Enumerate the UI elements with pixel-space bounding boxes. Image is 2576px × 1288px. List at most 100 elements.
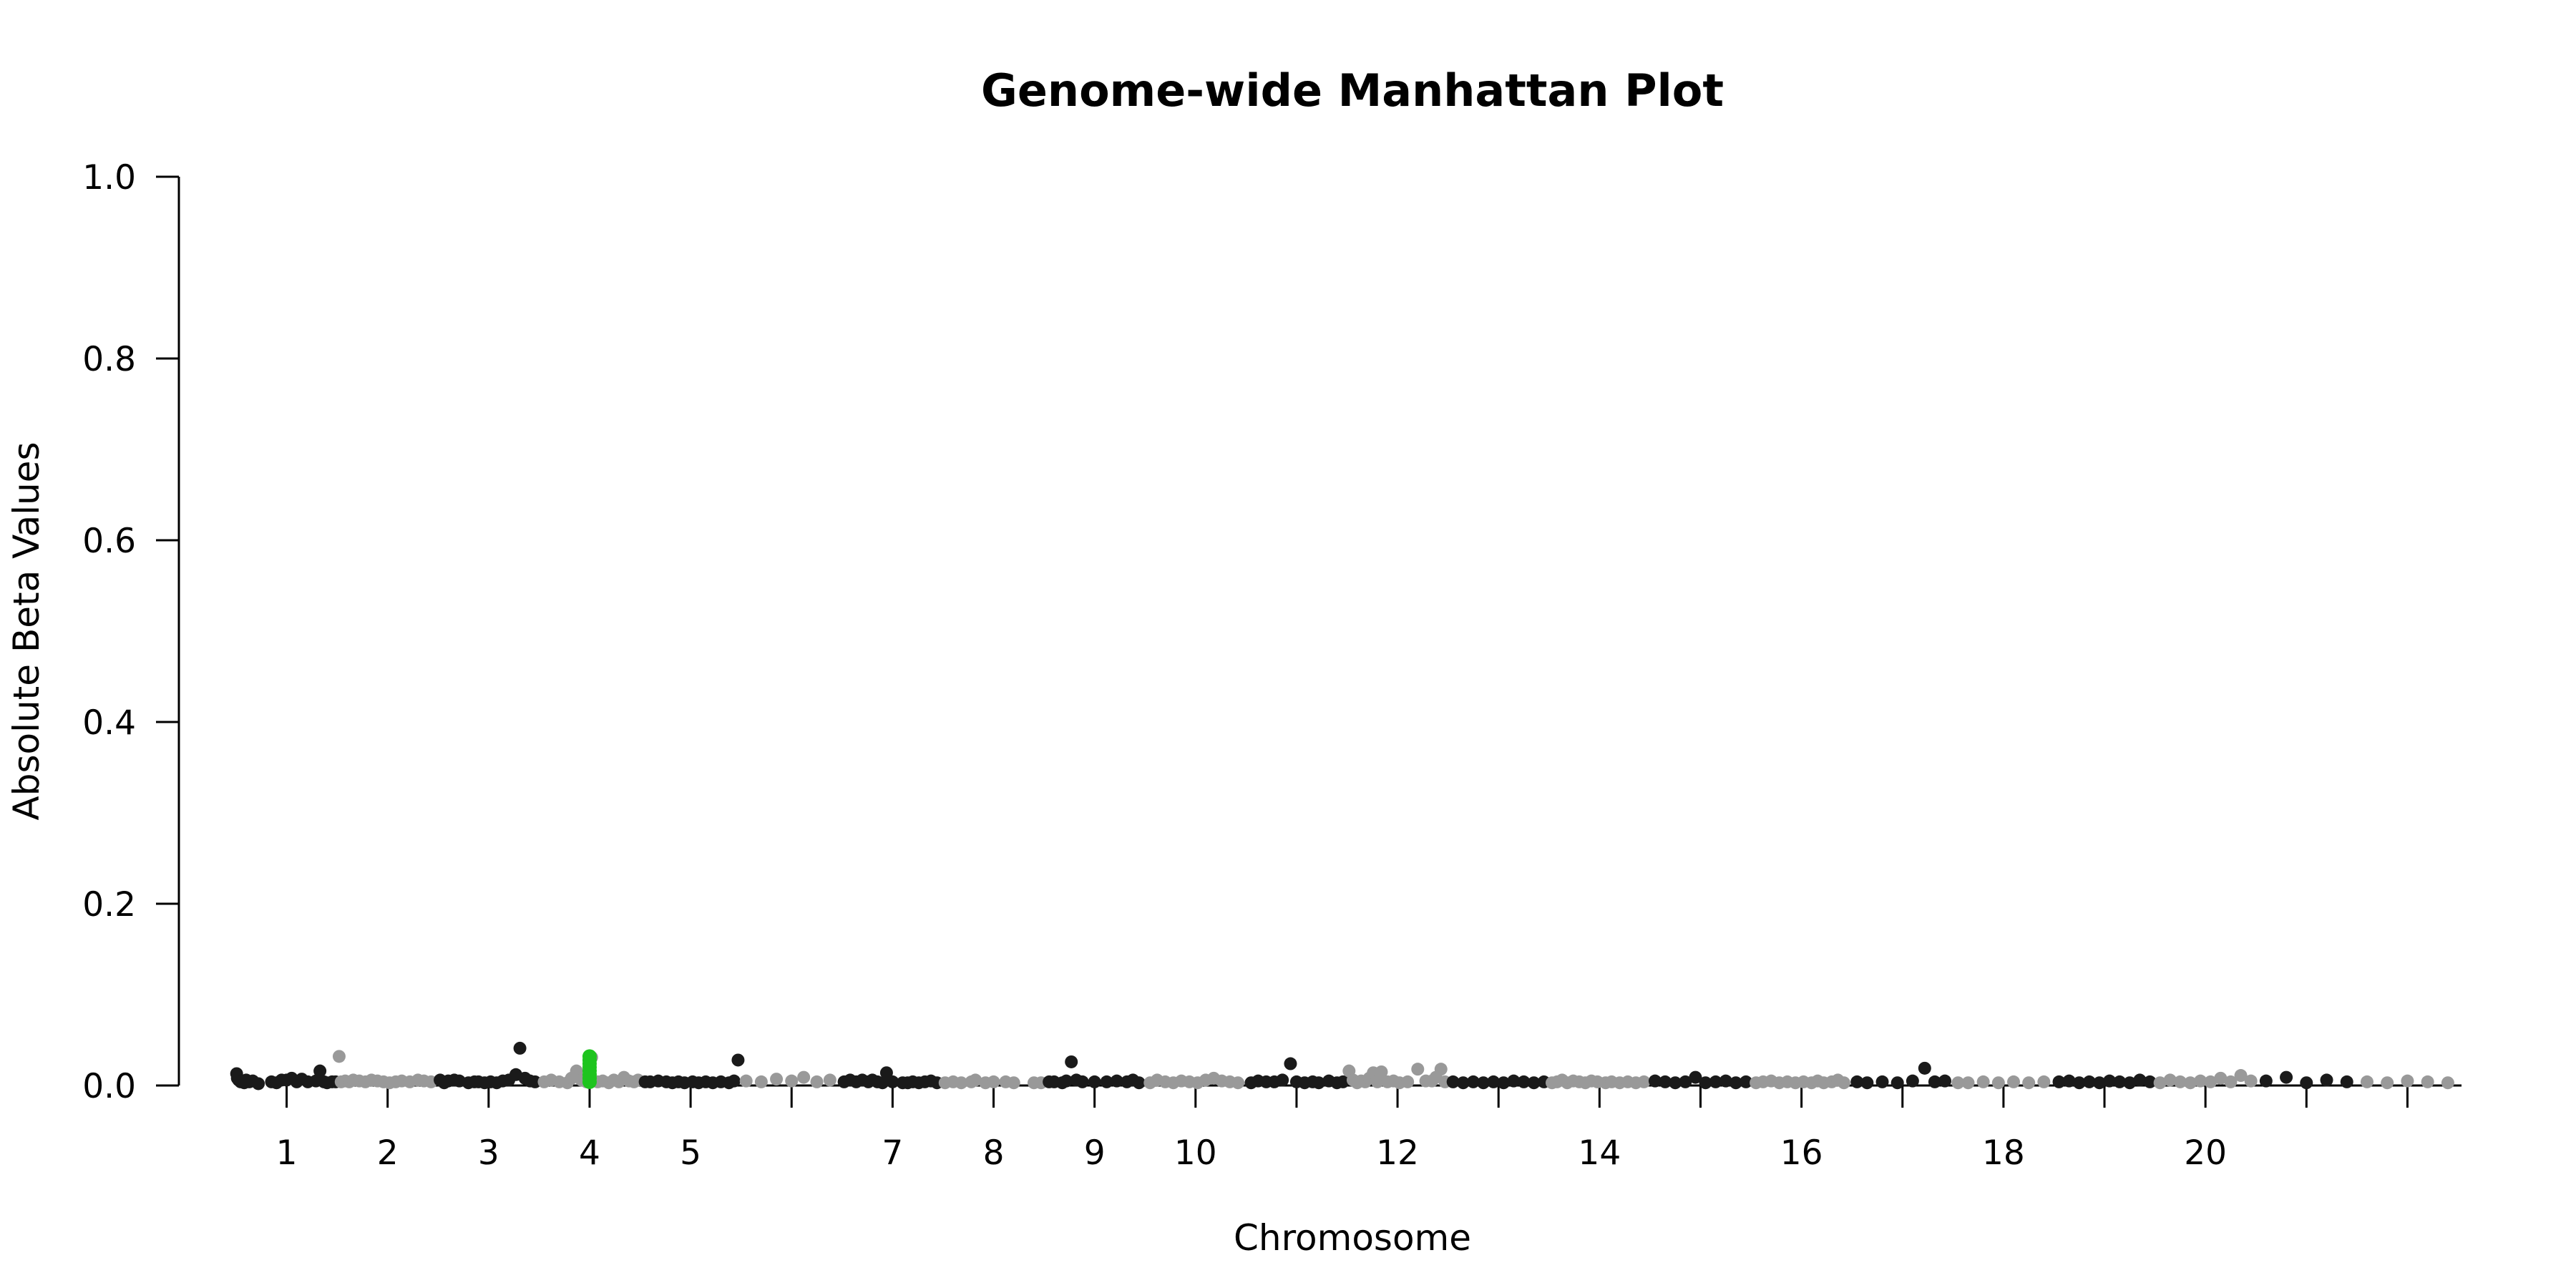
data-point bbox=[785, 1074, 799, 1088]
data-point bbox=[2300, 1076, 2313, 1090]
data-point bbox=[987, 1075, 1000, 1088]
x-tick-label: 20 bbox=[2184, 1133, 2227, 1173]
data-point bbox=[1890, 1076, 1904, 1090]
data-point bbox=[332, 1050, 346, 1063]
data-point bbox=[2123, 1076, 2137, 1090]
data-point bbox=[1375, 1065, 1388, 1078]
data-point bbox=[2401, 1074, 2414, 1088]
data-point bbox=[1276, 1073, 1289, 1087]
data-point bbox=[879, 1066, 893, 1080]
data-point bbox=[1659, 1075, 1672, 1088]
data-point bbox=[1466, 1075, 1480, 1088]
data-point bbox=[2320, 1073, 2333, 1087]
data-point bbox=[1918, 1061, 1931, 1075]
data-point bbox=[1434, 1063, 1448, 1076]
data-point bbox=[2214, 1071, 2228, 1085]
data-point bbox=[754, 1075, 768, 1088]
data-point bbox=[1100, 1075, 1113, 1088]
data-point bbox=[1336, 1075, 1350, 1088]
x-tick-label: 4 bbox=[579, 1133, 600, 1173]
data-point bbox=[1487, 1075, 1501, 1088]
data-point bbox=[770, 1073, 784, 1086]
x-tick-label: 16 bbox=[1780, 1133, 1823, 1173]
data-point bbox=[886, 1075, 899, 1088]
data-point bbox=[1938, 1074, 1952, 1088]
data-point bbox=[2022, 1076, 2036, 1090]
data-point bbox=[1284, 1057, 1297, 1070]
data-point bbox=[1007, 1076, 1020, 1090]
x-tick-label: 10 bbox=[1174, 1133, 1217, 1173]
data-point bbox=[1527, 1076, 1541, 1090]
data-point bbox=[1446, 1075, 1460, 1088]
data-point bbox=[2092, 1076, 2106, 1090]
x-tick-label: 14 bbox=[1578, 1133, 1621, 1173]
y-tick-label: 0.6 bbox=[82, 522, 136, 561]
data-point bbox=[1312, 1076, 1325, 1090]
data-point bbox=[2037, 1075, 2051, 1088]
data-point bbox=[2052, 1075, 2066, 1088]
data-point bbox=[1729, 1076, 1742, 1090]
data-point bbox=[1411, 1063, 1425, 1076]
x-axis-ticks: 1 2 3 4 5 7 8 9 10 12 14 16 18 20 bbox=[276, 1085, 2409, 1173]
data-point bbox=[797, 1070, 811, 1084]
data-point bbox=[876, 1076, 889, 1090]
data-point bbox=[313, 1064, 327, 1078]
data-point bbox=[2441, 1076, 2454, 1090]
data-point bbox=[2113, 1075, 2127, 1088]
data-point bbox=[1961, 1076, 1975, 1090]
data-point bbox=[1060, 1074, 1073, 1088]
data-point bbox=[2234, 1069, 2248, 1083]
data-point bbox=[969, 1073, 982, 1087]
data-point bbox=[810, 1075, 824, 1088]
x-tick-label: 3 bbox=[478, 1133, 499, 1173]
data-point bbox=[2143, 1075, 2157, 1088]
highlight-point bbox=[582, 1049, 597, 1064]
data-point bbox=[1497, 1076, 1511, 1090]
x-tick-label: 5 bbox=[680, 1133, 701, 1173]
x-tick-label: 18 bbox=[1982, 1133, 2025, 1173]
y-axis-label: Absolute Beta Values bbox=[6, 442, 47, 821]
data-point bbox=[2173, 1075, 2187, 1088]
data-point bbox=[1132, 1076, 1146, 1090]
data-point bbox=[1507, 1074, 1521, 1088]
data-point bbox=[2183, 1076, 2197, 1090]
data-point bbox=[2280, 1070, 2293, 1084]
data-point bbox=[2224, 1075, 2238, 1088]
chart-title: Genome-wide Manhattan Plot bbox=[981, 64, 1724, 117]
y-tick-label: 0.8 bbox=[82, 340, 136, 379]
x-axis-label: Chromosome bbox=[1234, 1217, 1471, 1259]
data-point bbox=[1456, 1076, 1470, 1090]
data-point bbox=[1906, 1074, 1919, 1088]
data-point bbox=[1065, 1055, 1078, 1068]
data-points bbox=[230, 1041, 2454, 1091]
data-point bbox=[1517, 1075, 1531, 1088]
data-point bbox=[2340, 1075, 2353, 1088]
data-point bbox=[2082, 1075, 2096, 1088]
data-point bbox=[2153, 1076, 2167, 1090]
data-point bbox=[252, 1077, 265, 1091]
data-point bbox=[2244, 1074, 2258, 1088]
data-point bbox=[2133, 1073, 2147, 1087]
data-point bbox=[1860, 1076, 1874, 1090]
data-point bbox=[1401, 1075, 1415, 1088]
data-point bbox=[739, 1074, 753, 1088]
data-point bbox=[2062, 1074, 2076, 1088]
data-point bbox=[731, 1053, 745, 1067]
x-tick-label: 9 bbox=[1084, 1133, 1106, 1173]
data-point bbox=[1637, 1075, 1651, 1088]
data-point bbox=[1689, 1070, 1702, 1084]
data-point bbox=[1951, 1076, 1965, 1090]
data-point bbox=[1928, 1075, 1941, 1088]
x-tick-label: 1 bbox=[276, 1133, 298, 1173]
data-point bbox=[2421, 1075, 2434, 1088]
data-point bbox=[823, 1073, 836, 1087]
x-tick-label: 8 bbox=[983, 1133, 1005, 1173]
data-point bbox=[1648, 1074, 1662, 1088]
y-tick-label: 1.0 bbox=[82, 158, 136, 197]
data-point bbox=[1719, 1074, 1732, 1088]
data-point bbox=[1976, 1075, 1990, 1088]
data-point bbox=[727, 1074, 741, 1088]
data-point bbox=[2007, 1075, 2020, 1088]
data-point bbox=[2381, 1076, 2394, 1090]
